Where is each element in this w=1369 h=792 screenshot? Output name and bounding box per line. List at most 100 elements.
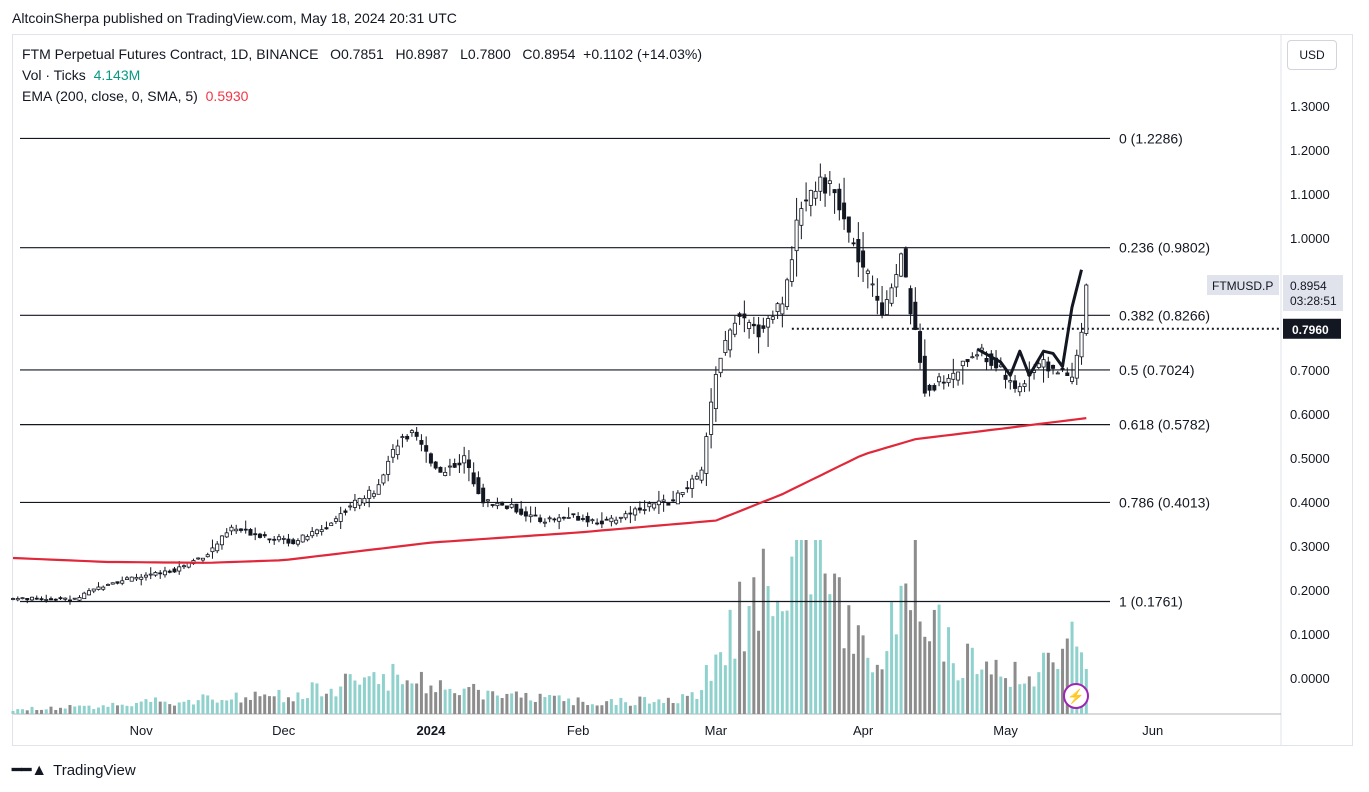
candle-body bbox=[77, 597, 82, 601]
candle-body bbox=[15, 598, 20, 601]
volume-bar bbox=[989, 674, 993, 714]
legend-ema-line[interactable]: EMA (200, close, 0, SMA, 5) 0.5930 bbox=[22, 86, 702, 107]
candle-body bbox=[281, 538, 286, 540]
tradingview-footer[interactable]: ━━▲ TradingView bbox=[12, 760, 136, 780]
candle-body bbox=[82, 592, 87, 600]
candle-body bbox=[804, 199, 809, 202]
volume-bar bbox=[752, 577, 756, 714]
candle-body bbox=[466, 459, 471, 468]
candle-body bbox=[656, 500, 661, 506]
volume-bar bbox=[966, 643, 970, 714]
volume-bar bbox=[296, 692, 300, 714]
candle-body bbox=[908, 288, 913, 315]
candle-body bbox=[1079, 331, 1084, 358]
volume-bar bbox=[519, 697, 523, 714]
volume-bar bbox=[410, 683, 414, 714]
candle-body bbox=[44, 599, 49, 601]
fib-level-label: 0.382 (0.8266) bbox=[1119, 307, 1210, 323]
volume-bar bbox=[571, 705, 575, 714]
x-tick-label: Jun bbox=[1142, 723, 1163, 738]
candle-body bbox=[462, 455, 467, 464]
candle-body bbox=[67, 599, 72, 602]
lightning-icon[interactable]: ⚡ bbox=[1063, 683, 1089, 709]
fib-level-label: 0.786 (0.4013) bbox=[1119, 494, 1210, 510]
high-value: 0.8987 bbox=[405, 46, 449, 62]
volume-bar bbox=[866, 657, 870, 714]
volume-bar bbox=[600, 705, 604, 714]
ema-label: EMA (200, close, 0, SMA, 5) bbox=[22, 88, 198, 104]
tradingview-logo-icon: ━━▲ bbox=[12, 762, 48, 779]
candle-body bbox=[196, 557, 201, 560]
candle-body bbox=[604, 518, 609, 521]
candle-body bbox=[946, 377, 951, 384]
candle-body bbox=[694, 475, 699, 480]
volume-bar bbox=[30, 706, 34, 714]
fib-level-label: 0.5 (0.7024) bbox=[1119, 362, 1195, 378]
y-tick-label: 0.2000 bbox=[1290, 583, 1330, 598]
candle-body bbox=[623, 513, 628, 519]
volume-bar bbox=[880, 669, 884, 714]
candle-body bbox=[652, 503, 657, 509]
currency-button[interactable]: USD bbox=[1287, 40, 1337, 70]
candle-body bbox=[818, 176, 823, 192]
volume-bar bbox=[263, 694, 267, 714]
candle-body bbox=[519, 508, 524, 515]
y-tick-label: 0.0000 bbox=[1290, 671, 1330, 686]
volume-bar bbox=[215, 702, 219, 714]
candle-body bbox=[386, 460, 391, 475]
candle-body bbox=[709, 401, 714, 435]
x-tick-label: May bbox=[993, 723, 1018, 738]
volume-bar bbox=[339, 686, 343, 714]
volume-bar bbox=[220, 700, 224, 714]
candle-body bbox=[514, 503, 519, 513]
volume-bar bbox=[847, 605, 851, 714]
x-tick-label: Feb bbox=[567, 723, 589, 738]
legend-volume-line[interactable]: Vol · Ticks 4.143M bbox=[22, 65, 702, 86]
volume-bar bbox=[543, 697, 547, 714]
line-price-tag-bg bbox=[1283, 318, 1341, 339]
candle-body bbox=[780, 303, 785, 315]
y-tick-label: 0.1000 bbox=[1290, 627, 1330, 642]
ema-value: 0.5930 bbox=[205, 88, 249, 104]
y-tick-label: 0.4000 bbox=[1290, 495, 1330, 510]
volume-bar bbox=[562, 701, 566, 714]
candle-body bbox=[253, 533, 258, 536]
legend-symbol-line: FTM Perpetual Futures Contract, 1D, BINA… bbox=[22, 44, 702, 65]
volume-bar bbox=[961, 677, 965, 714]
candle-body bbox=[357, 498, 362, 506]
volume-bar bbox=[182, 701, 186, 714]
volume-bar bbox=[557, 695, 561, 714]
candle-body bbox=[690, 478, 695, 489]
change-value: +0.1102 (+14.03%) bbox=[583, 46, 702, 62]
candle-body bbox=[305, 536, 310, 541]
volume-bar bbox=[386, 690, 390, 714]
volume-bar bbox=[700, 690, 704, 714]
low-value: 0.7800 bbox=[467, 46, 511, 62]
volume-bar bbox=[329, 688, 333, 714]
candle-body bbox=[1003, 374, 1008, 380]
volume-bar bbox=[956, 680, 960, 714]
symbol-title[interactable]: FTM Perpetual Futures Contract, 1D, BINA… bbox=[22, 46, 319, 62]
volume-bar bbox=[856, 625, 860, 714]
volume-bar bbox=[348, 674, 352, 714]
volume-bar bbox=[453, 693, 457, 714]
volume-bar bbox=[111, 702, 115, 714]
volume-bar bbox=[324, 693, 328, 714]
volume-bar bbox=[590, 704, 594, 714]
candle-body bbox=[25, 598, 30, 601]
volume-bar bbox=[334, 696, 338, 714]
volume-bar bbox=[234, 692, 238, 714]
volume-bar bbox=[130, 706, 134, 714]
candle-body bbox=[91, 588, 96, 592]
candle-body bbox=[1036, 363, 1041, 368]
candle-body bbox=[761, 325, 766, 329]
volume-bar bbox=[443, 689, 447, 714]
candle-body bbox=[704, 436, 709, 474]
candle-body bbox=[295, 540, 300, 545]
candle-body bbox=[424, 445, 429, 452]
x-tick-label: Nov bbox=[130, 723, 154, 738]
candle-body bbox=[533, 514, 538, 517]
volume-bar bbox=[495, 695, 499, 714]
volume-value: 4.143M bbox=[93, 67, 141, 83]
